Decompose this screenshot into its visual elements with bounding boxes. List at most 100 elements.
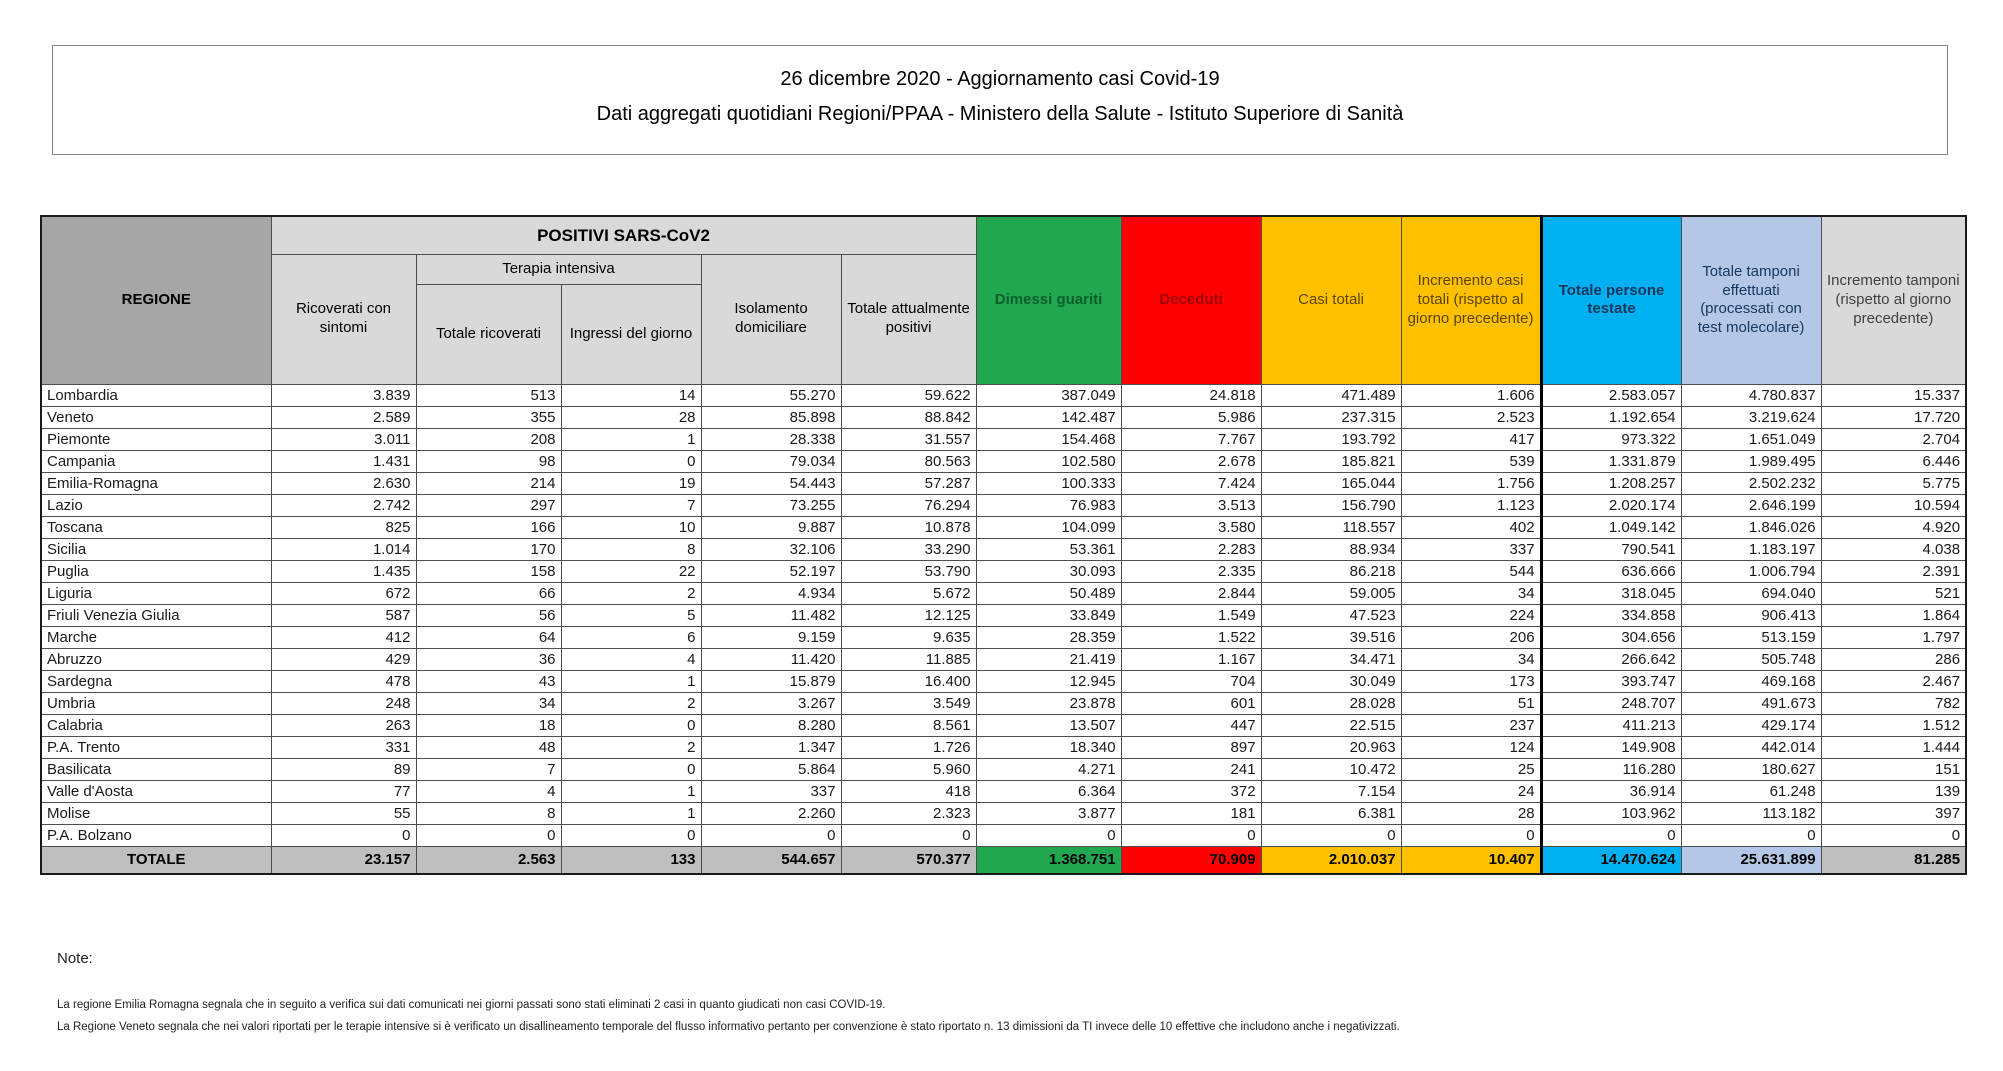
value-cell: 25 [1400, 757, 1542, 781]
title-line-2: Dati aggregati quotidiani Regioni/PPAA -… [596, 103, 1404, 125]
value-cell: 2.391 [1820, 559, 1967, 583]
region-cell: P.A. Bolzano [40, 823, 272, 847]
value-cell: 7.154 [1260, 779, 1402, 803]
value-cell: 9.887 [700, 515, 842, 539]
value-cell: 10.594 [1820, 493, 1967, 517]
value-cell: 124 [1400, 735, 1542, 759]
value-cell: 3.877 [975, 801, 1122, 825]
value-cell: 79.034 [700, 449, 842, 473]
covid-data-table: REGIONE POSITIVI SARS-CoV2 Dimessi guari… [40, 215, 1968, 875]
value-cell: 2.646.199 [1680, 493, 1822, 517]
value-cell: 28 [1400, 801, 1542, 825]
header-regione: REGIONE [40, 215, 272, 385]
value-cell: 447 [1120, 713, 1262, 737]
value-cell: 4.934 [700, 581, 842, 605]
value-cell: 8 [415, 801, 562, 825]
value-cell: 208 [415, 427, 562, 451]
value-cell: 387.049 [975, 383, 1122, 407]
value-cell: 297 [415, 493, 562, 517]
value-cell: 12.945 [975, 669, 1122, 693]
value-cell: 3.839 [270, 383, 417, 407]
value-cell: 1.123 [1400, 493, 1542, 517]
value-cell: 1 [560, 779, 702, 803]
value-cell: 8 [560, 537, 702, 561]
value-cell: 2.523 [1400, 405, 1542, 429]
value-cell: 334.858 [1539, 603, 1682, 627]
region-cell: Umbria [40, 691, 272, 715]
region-cell: Piemonte [40, 427, 272, 451]
value-cell: 9.635 [840, 625, 977, 649]
value-cell: 33.849 [975, 603, 1122, 627]
value-cell: 1.049.142 [1539, 515, 1682, 539]
value-cell: 1.726 [840, 735, 977, 759]
region-cell: Campania [40, 449, 272, 473]
value-cell: 5 [560, 603, 702, 627]
value-cell: 14 [560, 383, 702, 407]
value-cell: 36.914 [1539, 779, 1682, 803]
table-row: Molise 55 8 1 2.260 2.323 3.877 181 6.38… [40, 801, 1967, 825]
value-cell: 337 [700, 779, 842, 803]
value-cell: 76.983 [975, 493, 1122, 517]
value-cell: 64 [415, 625, 562, 649]
value-cell: 12.125 [840, 603, 977, 627]
value-cell: 10.878 [840, 515, 977, 539]
value-cell: 1.651.049 [1680, 427, 1822, 451]
value-cell: 2.678 [1120, 449, 1262, 473]
value-cell: 3.580 [1120, 515, 1262, 539]
value-cell: 0 [975, 823, 1122, 847]
value-cell: 118.557 [1260, 515, 1402, 539]
table-row: Friuli Venezia Giulia 587 56 5 11.482 12… [40, 603, 1967, 627]
value-cell: 2 [560, 735, 702, 759]
value-cell: 18.340 [975, 735, 1122, 759]
region-cell: Emilia-Romagna [40, 471, 272, 495]
value-cell: 1.444 [1820, 735, 1967, 759]
value-cell: 355 [415, 405, 562, 429]
value-cell: 116.280 [1539, 757, 1682, 781]
value-cell: 1.431 [270, 449, 417, 473]
header-incremento-tamponi: Incremento tamponi (rispetto al giorno p… [1820, 215, 1967, 385]
value-cell: 181 [1120, 801, 1262, 825]
value-cell: 85.898 [700, 405, 842, 429]
value-cell: 331 [270, 735, 417, 759]
value-cell: 471.489 [1260, 383, 1402, 407]
value-cell: 429 [270, 647, 417, 671]
value-cell: 2.335 [1120, 559, 1262, 583]
region-cell: Toscana [40, 515, 272, 539]
table-row: Marche 412 64 6 9.159 9.635 28.359 1.522… [40, 625, 1967, 649]
value-cell: 50.489 [975, 581, 1122, 605]
total-label: TOTALE [40, 845, 272, 875]
value-cell: 0 [1539, 823, 1682, 847]
value-cell: 55 [270, 801, 417, 825]
note-line-2: La Regione Veneto segnala che nei valori… [57, 1020, 1400, 1033]
value-cell: 104.099 [975, 515, 1122, 539]
table-row: Liguria 672 66 2 4.934 5.672 50.489 2.84… [40, 581, 1967, 605]
value-cell: 5.672 [840, 581, 977, 605]
value-cell: 672 [270, 581, 417, 605]
value-cell: 102.580 [975, 449, 1122, 473]
value-cell: 318.045 [1539, 581, 1682, 605]
value-cell: 51 [1400, 691, 1542, 715]
value-cell: 55.270 [700, 383, 842, 407]
value-cell: 54.443 [700, 471, 842, 495]
table-row: Lombardia 3.839 513 14 55.270 59.622 387… [40, 383, 1967, 407]
value-cell: 23.878 [975, 691, 1122, 715]
value-cell: 103.962 [1539, 801, 1682, 825]
value-cell: 15.879 [700, 669, 842, 693]
value-cell: 19 [560, 471, 702, 495]
value-cell: 1.347 [700, 735, 842, 759]
covid-table-wrapper: REGIONE POSITIVI SARS-CoV2 Dimessi guari… [40, 215, 1968, 875]
value-cell: 417 [1400, 427, 1542, 451]
value-cell: 185.821 [1260, 449, 1402, 473]
value-cell: 2.630 [270, 471, 417, 495]
value-cell: 180.627 [1680, 757, 1822, 781]
value-cell: 0 [1260, 823, 1402, 847]
table-row: Lazio 2.742 297 7 73.255 76.294 76.983 3… [40, 493, 1967, 517]
total-value: 570.377 [840, 845, 977, 875]
value-cell: 21.419 [975, 647, 1122, 671]
value-cell: 165.044 [1260, 471, 1402, 495]
value-cell: 56 [415, 603, 562, 627]
value-cell: 5.775 [1820, 471, 1967, 495]
value-cell: 166 [415, 515, 562, 539]
value-cell: 43 [415, 669, 562, 693]
value-cell: 3.267 [700, 691, 842, 715]
